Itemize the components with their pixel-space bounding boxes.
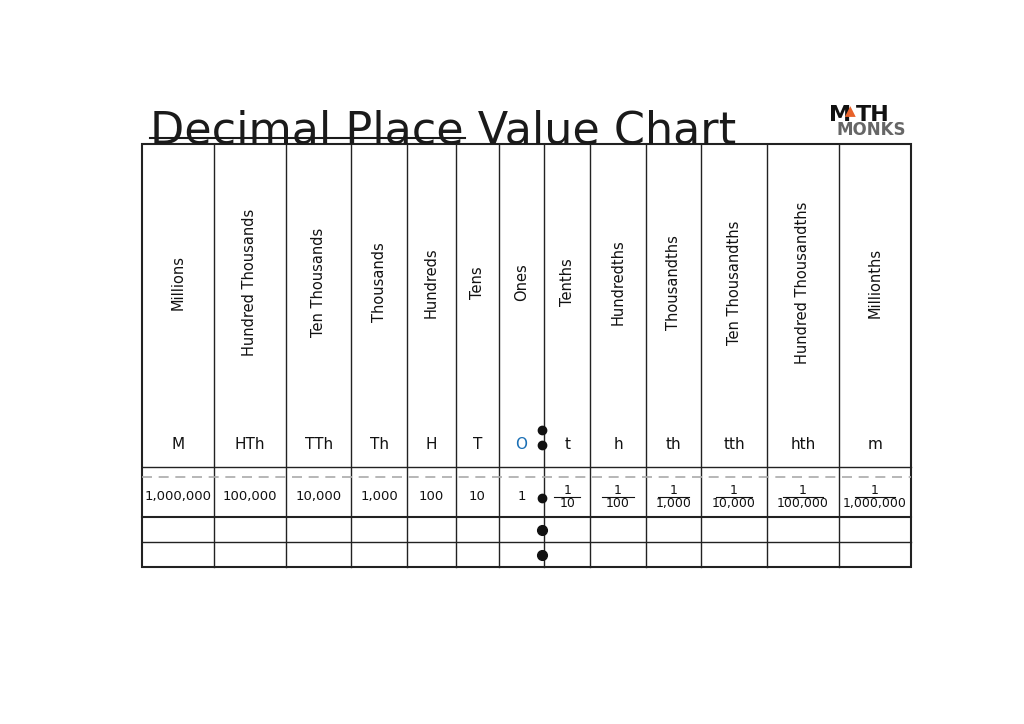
Text: 1,000,000: 1,000,000 [144, 490, 211, 503]
Text: 1: 1 [517, 490, 525, 503]
Text: Hundred Thousands: Hundred Thousands [243, 209, 257, 356]
Text: Hundreds: Hundreds [424, 247, 439, 318]
Text: Ten Thousandths: Ten Thousandths [727, 220, 741, 345]
Text: 100,000: 100,000 [222, 490, 278, 503]
Text: 10,000: 10,000 [296, 490, 342, 503]
Text: 10: 10 [469, 490, 485, 503]
Text: Thousands: Thousands [372, 243, 387, 322]
Text: hth: hth [791, 437, 815, 452]
Text: M: M [829, 106, 852, 125]
Text: t: t [564, 437, 570, 452]
Text: Decimal Place Value Chart: Decimal Place Value Chart [150, 109, 736, 152]
Text: 1,000: 1,000 [360, 490, 398, 503]
Text: 1: 1 [670, 484, 678, 497]
Text: Tenths: Tenths [560, 258, 574, 306]
Text: TH: TH [856, 106, 890, 125]
Bar [142, 144, 910, 568]
Polygon shape [845, 106, 856, 117]
Text: 1,000: 1,000 [655, 497, 691, 510]
Text: Hundredths: Hundredths [610, 240, 626, 325]
Text: 100: 100 [419, 490, 444, 503]
Text: O: O [515, 437, 527, 452]
Text: 1: 1 [870, 484, 879, 497]
Text: Millionths: Millionths [867, 248, 883, 318]
Text: TTh: TTh [304, 437, 333, 452]
Text: 1: 1 [799, 484, 807, 497]
Text: Millions: Millions [170, 255, 185, 310]
Text: tth: tth [723, 437, 744, 452]
Text: 1,000,000: 1,000,000 [843, 497, 906, 510]
Text: M: M [171, 437, 184, 452]
Text: Ten Thousands: Ten Thousands [311, 228, 326, 337]
Text: MONKS: MONKS [837, 121, 906, 139]
Text: 100: 100 [606, 497, 630, 510]
Text: h: h [613, 437, 623, 452]
Text: H: H [426, 437, 437, 452]
Text: m: m [867, 437, 883, 452]
Text: 10,000: 10,000 [712, 497, 756, 510]
Text: Ones: Ones [514, 264, 529, 301]
Text: HTh: HTh [234, 437, 265, 452]
Text: 1: 1 [563, 484, 571, 497]
Text: 100,000: 100,000 [777, 497, 828, 510]
Text: Hundred Thousandths: Hundred Thousandths [796, 201, 810, 363]
Text: Th: Th [370, 437, 389, 452]
Text: 1: 1 [614, 484, 622, 497]
Text: th: th [666, 437, 681, 452]
Text: Thousandths: Thousandths [666, 235, 681, 330]
Text: Tens: Tens [470, 266, 484, 299]
Text: 1: 1 [730, 484, 738, 497]
Text: 10: 10 [559, 497, 575, 510]
Text: T: T [473, 437, 482, 452]
